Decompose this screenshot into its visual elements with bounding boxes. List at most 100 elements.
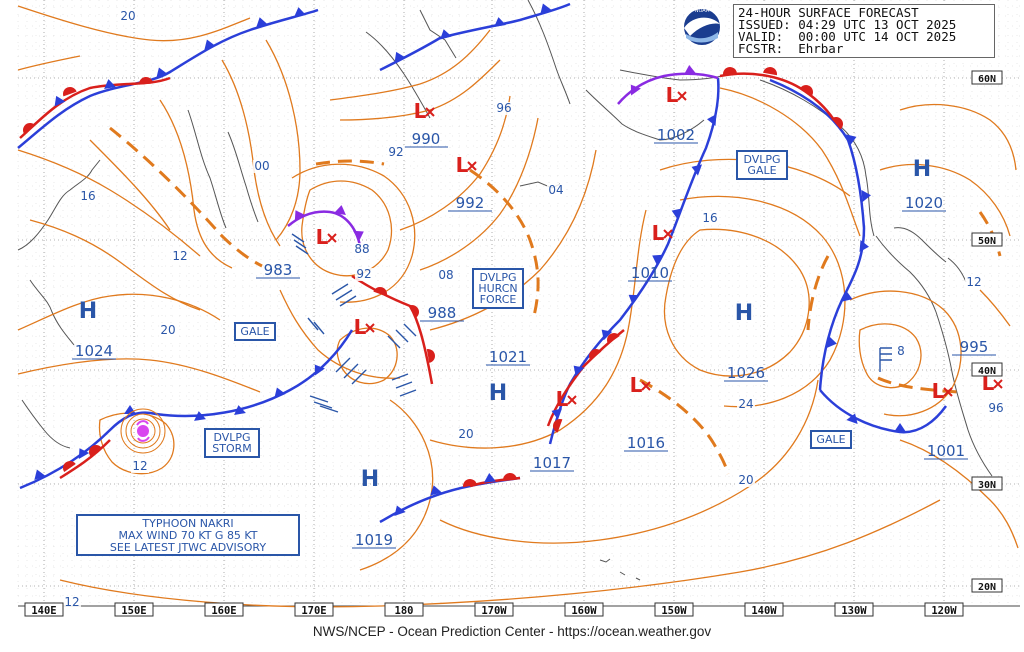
- low-pressure-center: 995 L: [932, 338, 996, 403]
- warm-front-semicircle: [763, 67, 777, 76]
- wind-barbs: [291, 233, 892, 413]
- cold-front-triangle: [573, 365, 585, 377]
- cold-front-triangle: [34, 469, 46, 481]
- cold-front-triangle: [256, 17, 268, 28]
- isobar-value-label: 92: [388, 145, 403, 159]
- low-pressure-value: 990: [412, 130, 441, 148]
- low-pressure-value: 983: [264, 261, 293, 279]
- svg-text:40N: 40N: [978, 366, 996, 377]
- warning-label-dvlpg-gale: DVLPG GALE: [736, 150, 788, 180]
- forecaster-name: FCSTR: Ehrbar: [738, 41, 844, 56]
- occluded-front-symbol: [630, 84, 641, 96]
- low-pressure-value: 1001: [927, 442, 965, 460]
- cold-front-triangle: [274, 387, 286, 399]
- cold-front-triangle: [691, 164, 703, 176]
- svg-text:140E: 140E: [31, 605, 56, 617]
- svg-text:180: 180: [395, 605, 414, 617]
- low-letter: L: [666, 83, 679, 107]
- isobar-value-label: 04: [548, 183, 563, 197]
- high-pressure-value: 1026: [727, 364, 765, 382]
- cold-front-triangle: [78, 448, 90, 459]
- low-pressure-value: 992: [456, 194, 485, 212]
- low-pressure-value: 988: [428, 304, 457, 322]
- low-pressure-center: 1010 L: [628, 221, 673, 282]
- footer-credit: NWS/NCEP - Ocean Prediction Center - htt…: [312, 624, 712, 639]
- svg-text:50N: 50N: [978, 236, 996, 247]
- occluded-front-symbol: [334, 205, 346, 216]
- cold-front-triangle: [394, 51, 406, 63]
- warm-front-semicircle: [463, 479, 477, 488]
- high-pressure-value: 1019: [355, 531, 393, 549]
- low-pressure-value: 1017: [533, 454, 571, 472]
- longitude-label: 120W: [924, 602, 964, 617]
- high-pressure-value: 1021: [489, 348, 527, 366]
- isobar-value-label: 20: [738, 473, 753, 487]
- cold-front-triangle: [314, 364, 325, 376]
- occluded-front-symbol: [684, 65, 696, 75]
- low-letter: L: [456, 153, 469, 177]
- forecast-title: 24-HOUR SURFACE FORECAST: [738, 5, 919, 20]
- issued-time: ISSUED: 04:29 UTC 13 OCT 2025: [738, 17, 957, 32]
- low-pressure-center: 1001 L: [924, 371, 1003, 460]
- warm-front-semicircle: [553, 419, 563, 433]
- warm-front-semicircle: [23, 123, 36, 135]
- svg-text:60N: 60N: [978, 74, 996, 85]
- low-pressure-center: 1017 L: [530, 387, 577, 472]
- warm-front-semicircle: [723, 67, 737, 76]
- occluded-front-symbol: [294, 210, 306, 221]
- isobar-value-label: 16: [80, 189, 95, 203]
- isobar-value-label: 20: [120, 9, 135, 23]
- isobar-value-label: 96: [496, 101, 511, 115]
- low-letter: L: [932, 379, 945, 403]
- high-letter: H: [735, 301, 753, 326]
- warning-label-gale-west: GALE: [234, 322, 276, 341]
- cold-front-triangle: [294, 7, 306, 18]
- cold-front-triangle: [628, 294, 640, 305]
- low-pressure-center: 988 L: [354, 304, 464, 339]
- svg-text:150E: 150E: [121, 605, 146, 617]
- typhoon-symbol: [120, 408, 166, 454]
- low-pressure-value: 1002: [657, 126, 695, 144]
- low-pressure-center: 1016 L: [624, 373, 668, 452]
- cold-front-triangle: [430, 485, 442, 496]
- isobar-value-label: 12: [172, 249, 187, 263]
- low-pressure-center: 983 L: [256, 225, 337, 279]
- warning-label-dvlpg-hurcn-force: DVLPG HURCN FORCE: [472, 268, 524, 309]
- front-symbols: [23, 3, 906, 517]
- cold-front-triangle: [204, 39, 216, 51]
- warning-label-gale-east: GALE: [810, 430, 852, 449]
- isobar-value-label: 00: [254, 159, 269, 173]
- latitude-label: 20N: [971, 578, 1003, 593]
- longitude-label: 140E: [24, 602, 64, 617]
- svg-text:160W: 160W: [571, 605, 597, 617]
- map-grid: [17, 0, 1020, 607]
- low-pressure-value: 995: [960, 338, 989, 356]
- isobar-value-label: 16: [702, 211, 717, 225]
- isobar-value-label: 92: [356, 267, 371, 281]
- cold-front-triangle: [394, 505, 406, 517]
- longitude-label: 170E: [294, 602, 334, 617]
- cold-front-triangle: [234, 405, 246, 416]
- longitude-label: 130W: [834, 602, 874, 617]
- high-pressure-center: H 1024: [72, 299, 116, 360]
- isobar-value-label: 96: [988, 401, 1003, 415]
- warning-label-dvlpg-storm: DVLPG STORM: [204, 428, 260, 458]
- warm-front-semicircle: [589, 349, 602, 361]
- latitude-label: 30N: [971, 476, 1003, 491]
- longitude-label: 170W: [474, 602, 514, 617]
- warm-front-semicircle: [426, 349, 435, 363]
- longitude-label: 150E: [114, 602, 154, 617]
- warm-front-semicircle: [503, 473, 517, 481]
- high-letter: H: [489, 381, 507, 406]
- valid-time: VALID: 00:00 UTC 14 OCT 2025: [738, 29, 957, 44]
- low-letter: L: [414, 99, 427, 123]
- cold-front-triangle: [859, 240, 869, 252]
- longitude-label: 160E: [204, 602, 244, 617]
- svg-text:20N: 20N: [978, 582, 996, 593]
- cold-front-triangle: [104, 79, 116, 90]
- warm-front-semicircle: [63, 461, 76, 473]
- low-pressure-center: 1002 L: [654, 83, 698, 144]
- svg-text:170E: 170E: [301, 605, 326, 617]
- isobar-value-label: 12: [132, 459, 147, 473]
- cold-front-triangle: [156, 67, 168, 79]
